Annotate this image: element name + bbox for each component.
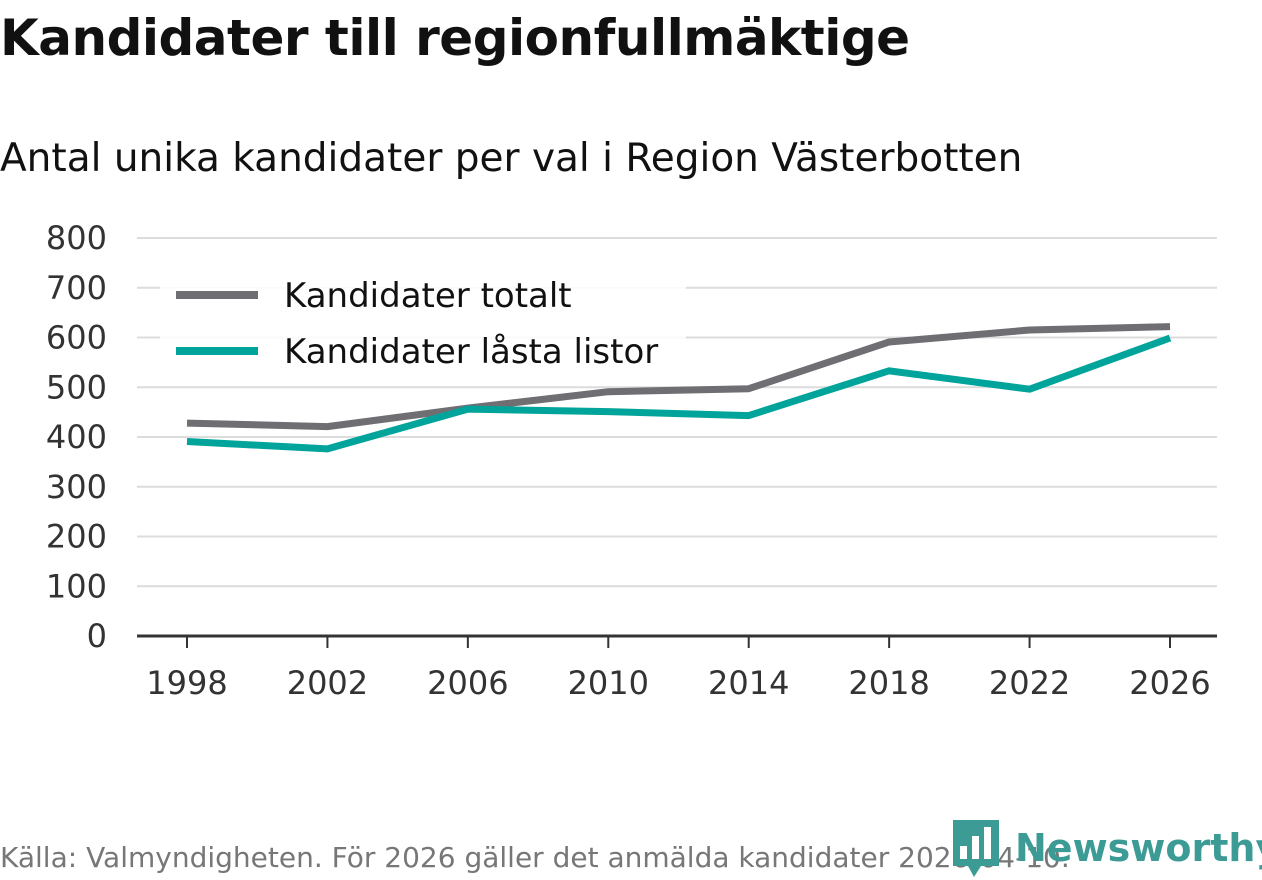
legend-background	[160, 268, 686, 384]
y-tick-label: 0	[87, 617, 107, 655]
legend: Kandidater totalt Kandidater låsta listor	[160, 268, 686, 384]
chart-subtitle: Antal unika kandidater per val i Region …	[0, 136, 1023, 181]
x-tick-label: 2010	[568, 664, 649, 702]
y-tick-label: 800	[46, 219, 107, 257]
x-axis-ticks: 1998 2002 2006 2010 2014 2018 2022 2026	[146, 636, 1211, 702]
x-tick-label: 2006	[427, 664, 508, 702]
x-tick-label: 2022	[989, 664, 1070, 702]
legend-label: Kandidater låsta listor	[284, 332, 658, 372]
series-line-2	[186, 334, 1172, 453]
line-chart: 0 100 200 300 400 500 600 700 800 1998 2002 2006 20…	[46, 219, 1217, 702]
chart-title: Kandidater till regionfullmäktige	[0, 9, 910, 67]
source-note: Källa: Valmyndigheten. För 2026 gäller d…	[0, 841, 1070, 874]
newsworthy-logo: Newsworthy	[951, 816, 1262, 880]
y-tick-label: 700	[46, 269, 107, 307]
y-tick-label: 300	[46, 468, 107, 506]
y-tick-label: 200	[46, 518, 107, 556]
legend-label: Kandidater totalt	[284, 276, 572, 316]
y-tick-label: 500	[46, 368, 107, 406]
x-tick-label: 2014	[708, 664, 789, 702]
y-tick-label: 100	[46, 567, 107, 605]
x-tick-label: 2002	[287, 664, 368, 702]
series-lines	[186, 323, 1172, 453]
y-axis-ticks: 0 100 200 300 400 500 600 700 800	[46, 219, 107, 655]
series-line-1	[186, 323, 1171, 431]
x-tick-label: 2026	[1129, 664, 1210, 702]
x-tick-label: 1998	[146, 664, 227, 702]
x-tick-label: 2018	[848, 664, 929, 702]
brand-name: Newsworthy	[1015, 826, 1262, 870]
bar-chart-icon	[953, 820, 999, 877]
y-tick-label: 400	[46, 418, 107, 456]
y-tick-label: 600	[46, 319, 107, 357]
